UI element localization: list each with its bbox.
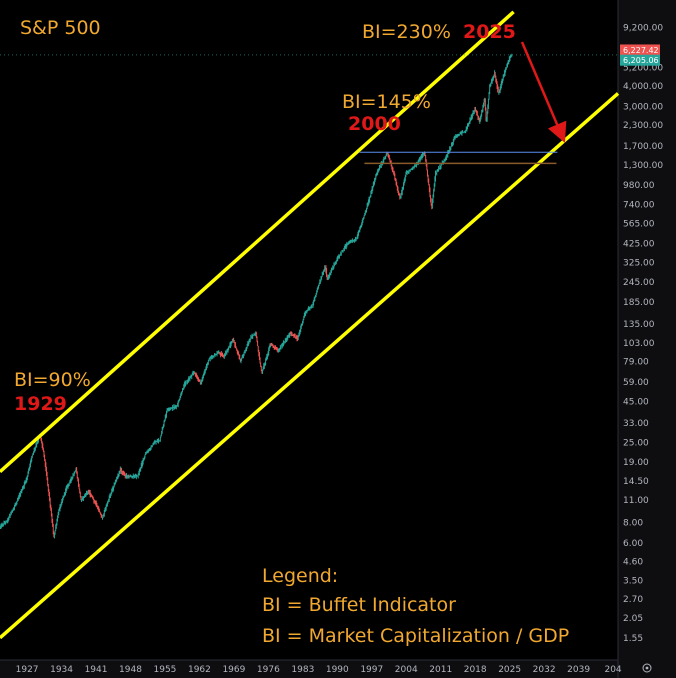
settings-icon[interactable]: [642, 663, 652, 673]
time-tick-label: 1969: [222, 665, 245, 675]
time-tick-label: 1997: [360, 665, 383, 675]
channel-lines: [0, 10, 620, 640]
price-tick-label: 1,700.00: [623, 142, 663, 152]
annotation-year-2000: 2000: [348, 113, 401, 135]
price-tick-label: 19.00: [623, 458, 649, 468]
annotation-bi-2025: BI=230%: [362, 21, 451, 43]
price-tick-label: 4.60: [623, 557, 643, 567]
time-tick-label: 1983: [291, 665, 314, 675]
price-tick-label: 14.50: [623, 477, 649, 487]
price-tick-label: 25.00: [623, 439, 649, 449]
price-axis-background: [618, 0, 676, 678]
time-tick-label: 1948: [119, 665, 142, 675]
price-axis-ticks: 9,200.00 5,200.00 4,000.00 3,000.00 2,300.00…: [623, 24, 663, 644]
price-tick-label: 79.00: [623, 358, 649, 368]
price-tick-label: 103.00: [623, 339, 655, 349]
plot-background: [0, 0, 618, 660]
price-tick-label: 4,000.00: [623, 82, 663, 92]
price-tag: [620, 54, 660, 66]
legend-line-1: BI = Buffet Indicator: [262, 594, 456, 616]
annotation-year-2025: 2025: [463, 21, 516, 43]
price-tick-label: 325.00: [623, 258, 655, 268]
time-tick-label: 1927: [16, 665, 39, 675]
price-candles: [0, 53, 513, 539]
legend-line-2: BI = Market Capitalization / GDP: [262, 625, 569, 647]
annotation-year-1929: 1929: [14, 393, 67, 415]
time-tick-label: 1976: [257, 665, 280, 675]
time-tick-label: 2018: [464, 665, 487, 675]
time-axis-ticks: 1927 1934 1941 1948 1955 1962 1969 1976 1983 1990…: [16, 665, 622, 675]
time-tick-label: 2039: [567, 665, 590, 675]
time-tick-label: 2004: [395, 665, 418, 675]
time-tick-label: 1962: [188, 665, 211, 675]
price-tick-label: 425.00: [623, 240, 655, 250]
time-axis-background: [0, 660, 618, 678]
price-tick-label: 135.00: [623, 320, 655, 330]
down-arrow: [520, 41, 567, 143]
price-tick-label: 2,300.00: [623, 121, 663, 131]
price-tick-label: 8.00: [623, 519, 643, 529]
chart-title: S&P 500: [20, 17, 101, 39]
price-tick-label: 5,200.00: [623, 64, 663, 74]
price-tick-label: 2.70: [623, 595, 643, 605]
support-levels: [0, 54, 618, 165]
settings-icon-dot: [645, 666, 649, 670]
annotation-bi-2000: BI=145%: [342, 91, 431, 113]
price-tick-label: 45.00: [623, 397, 649, 407]
price-tick-label: 59.00: [623, 378, 649, 388]
price-tick-label: 565.00: [623, 220, 655, 230]
time-tick-label: 1955: [154, 665, 177, 675]
time-tick-label: 1990: [326, 665, 349, 675]
price-tag-label: 6,227.42: [623, 46, 659, 55]
price-tick-label: 1.55: [623, 634, 643, 644]
time-tick-label: 2032: [533, 665, 556, 675]
legend-heading: Legend:: [262, 565, 338, 587]
annotation-bi-1929: BI=90%: [14, 369, 91, 391]
price-tick-label: 9,200.00: [623, 24, 663, 34]
time-tick-label: 2025: [498, 665, 521, 675]
price-tick-label: 1,300.00: [623, 161, 663, 171]
price-tick-label: 33.00: [623, 419, 649, 429]
time-tick-label: 1934: [50, 665, 73, 675]
price-tick-label: 245.00: [623, 278, 655, 288]
time-tick-label: 2011: [429, 665, 452, 675]
price-tick-label: 3.50: [623, 577, 643, 587]
price-tag: [620, 44, 660, 56]
price-tick-label: 2.05: [623, 614, 643, 624]
channel-lower-line: [0, 92, 620, 640]
price-tick-label: 185.00: [623, 298, 655, 308]
price-tag-label: 6,205.06: [623, 56, 659, 65]
price-tick-label: 980.00: [623, 181, 655, 191]
price-tick-label: 11.00: [623, 496, 649, 506]
price-tick-label: 3,000.00: [623, 102, 663, 112]
price-tick-label: 6.00: [623, 539, 643, 549]
time-tick-label: 1941: [85, 665, 108, 675]
price-tick-label: 740.00: [623, 201, 655, 211]
price-tags: 6,227.426,205.06: [620, 44, 660, 66]
time-tick-label: 204: [604, 665, 621, 675]
channel-upper-line: [0, 10, 515, 474]
